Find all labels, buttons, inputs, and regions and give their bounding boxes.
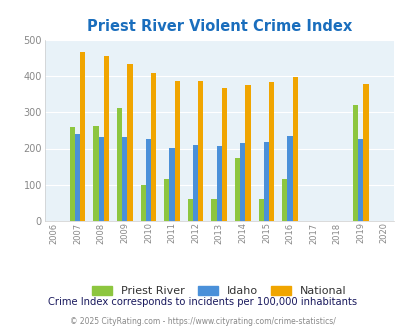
Bar [245, 84, 250, 221]
Bar [98, 137, 104, 221]
Bar [362, 83, 368, 221]
Bar [151, 73, 156, 221]
Bar [216, 146, 221, 221]
Bar [211, 199, 216, 221]
Bar [169, 148, 174, 221]
Legend: Priest River, Idaho, National: Priest River, Idaho, National [87, 281, 350, 301]
Bar [80, 51, 85, 221]
Bar [164, 180, 169, 221]
Bar [281, 180, 287, 221]
Bar [240, 143, 245, 221]
Bar [269, 82, 273, 221]
Text: © 2025 CityRating.com - https://www.cityrating.com/crime-statistics/: © 2025 CityRating.com - https://www.city… [70, 317, 335, 326]
Bar [263, 142, 269, 221]
Bar [122, 137, 127, 221]
Bar [198, 81, 203, 221]
Bar [357, 139, 362, 221]
Bar [127, 64, 132, 221]
Bar [70, 127, 75, 221]
Bar [188, 199, 193, 221]
Bar [292, 77, 297, 221]
Title: Priest River Violent Crime Index: Priest River Violent Crime Index [86, 19, 351, 34]
Bar [192, 145, 198, 221]
Bar [93, 126, 98, 221]
Bar [174, 81, 179, 221]
Bar [117, 108, 122, 221]
Bar [234, 158, 240, 221]
Bar [75, 134, 80, 221]
Bar [104, 56, 109, 221]
Bar [258, 199, 263, 221]
Bar [287, 136, 292, 221]
Bar [221, 87, 226, 221]
Bar [145, 139, 151, 221]
Bar [141, 185, 145, 221]
Text: Crime Index corresponds to incidents per 100,000 inhabitants: Crime Index corresponds to incidents per… [48, 297, 357, 307]
Bar [352, 105, 357, 221]
